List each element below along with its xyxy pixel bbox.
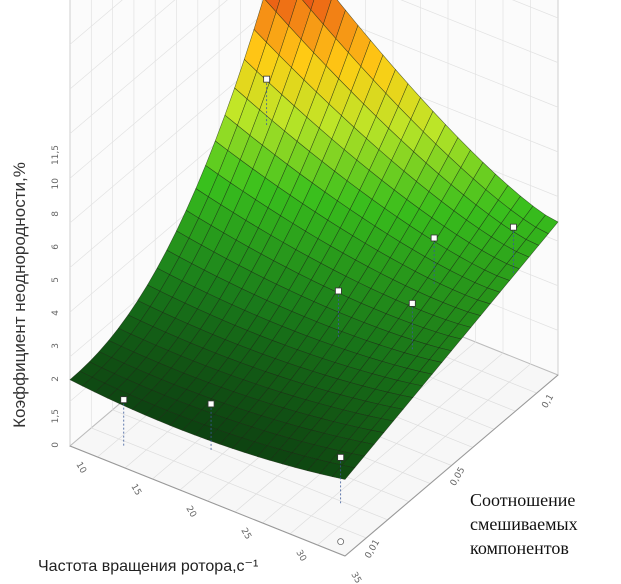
response-surface (69, 0, 559, 480)
z-axis-label: Соотношение смешиваемых компонентов (470, 488, 620, 560)
floor-point (337, 538, 345, 546)
y-tick-label: 5 (51, 277, 61, 283)
z-tick-label: 0,05 (449, 466, 468, 488)
y-tick-label: 2 (51, 376, 61, 382)
y-tick-label: 11,5 (51, 145, 61, 165)
data-point (263, 75, 271, 83)
grid-line (69, 0, 123, 45)
z-tick-label: 0,1 (540, 393, 556, 410)
x-tick-label: 30 (293, 549, 308, 564)
x-tick-label: 35 (348, 571, 362, 584)
x-axis-label: Частота вращения ротора,с⁻¹ (38, 558, 259, 575)
grid-line (289, 352, 504, 535)
data-point (207, 400, 215, 408)
y-tick-label: 6 (51, 244, 61, 250)
z-axis-label-line-2: смешиваемых (470, 514, 578, 534)
box-edge (69, 445, 346, 557)
data-point (120, 396, 128, 404)
y-tick-label: 3 (51, 343, 61, 349)
z-tick-label: 0,01 (364, 538, 383, 560)
box-edge (344, 374, 559, 557)
y-axis-label: Коэффициент неоднородности,% (10, 162, 29, 428)
grid-line (69, 0, 228, 134)
data-points (120, 75, 517, 546)
x-tick-label: 20 (183, 505, 198, 520)
z-axis-label-line-3: компонентов (470, 538, 569, 558)
y-tick-label: 1,5 (51, 409, 61, 423)
z-axis-label-line-1: Соотношение (470, 490, 576, 510)
data-point (408, 299, 416, 307)
grid-line (317, 363, 531, 546)
data-point (430, 234, 438, 242)
data-point (510, 223, 517, 231)
grid-line (69, 0, 281, 179)
grid-line (400, 0, 559, 63)
x-tick-label: 15 (128, 483, 142, 498)
x-tick-label: 10 (73, 461, 88, 476)
y-tick-label: 0 (51, 442, 61, 448)
grid-line (69, 0, 176, 90)
y-tick-label: 4 (51, 310, 61, 316)
x-tick-label: 25 (238, 527, 252, 542)
data-point (334, 287, 342, 295)
data-point (337, 453, 345, 461)
y-tick-label: 8 (51, 211, 61, 217)
y-tick-label: 10 (51, 178, 61, 190)
